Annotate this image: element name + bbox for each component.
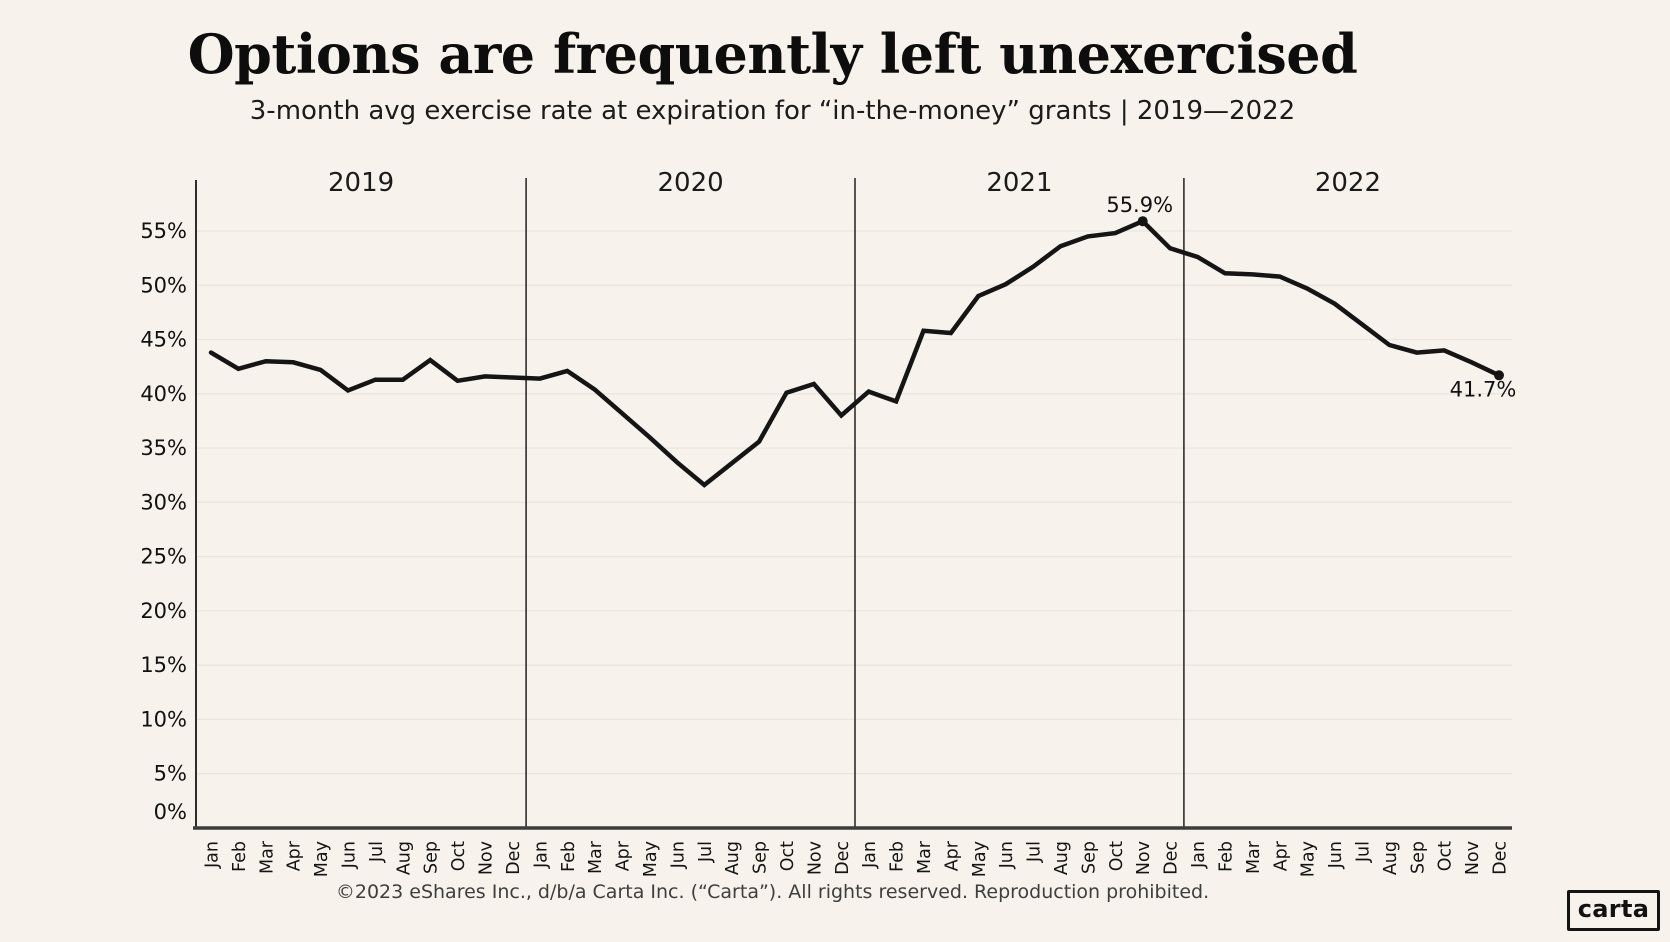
month-label: Dec — [504, 841, 524, 875]
chart-header: Options are frequently left unexercised … — [0, 0, 1545, 126]
month-label: Apr — [614, 840, 634, 871]
data-line — [208, 218, 1502, 488]
month-label: Jul — [367, 841, 387, 863]
chart-subtitle: 3-month avg exercise rate at expiration … — [249, 95, 1296, 126]
annotation-label: 41.7% — [1450, 377, 1517, 401]
month-label: May — [970, 841, 990, 877]
month-label: Jan — [531, 841, 551, 869]
month-label: Mar — [257, 840, 277, 874]
y-tick-label: 45% — [140, 328, 187, 352]
carta-logo-text: carta — [1577, 895, 1650, 923]
y-tick-label: 0% — [154, 800, 187, 824]
month-label: Nov — [805, 841, 825, 875]
month-label: May — [641, 841, 661, 877]
month-label: Oct — [1436, 841, 1456, 871]
month-label: Nov — [1463, 841, 1483, 875]
year-label: 2020 — [658, 168, 724, 198]
month-label: Sep — [1079, 841, 1099, 874]
y-tick-label: 10% — [140, 708, 187, 732]
month-label: May — [1299, 841, 1319, 877]
month-label: Jul — [1354, 841, 1374, 863]
month-label: Apr — [942, 840, 962, 871]
month-label: Jan — [203, 841, 223, 869]
y-tick-label: 35% — [140, 436, 187, 460]
carta-logo: carta — [1567, 890, 1660, 931]
y-tick-label: 5% — [154, 762, 187, 786]
month-label: Aug — [1381, 841, 1401, 875]
y-tick-label: 20% — [140, 599, 187, 623]
year-label: 2021 — [986, 168, 1052, 198]
month-label: Jan — [860, 841, 880, 869]
series-point-marker — [1494, 370, 1504, 381]
month-label: Nov — [1134, 841, 1154, 875]
month-label: Feb — [888, 841, 908, 872]
month-label: Jan — [1189, 841, 1209, 869]
copyright-text: ©2023 eShares Inc., d/b/a Carta Inc. (“C… — [335, 881, 1210, 903]
y-tick-label: 25% — [140, 545, 187, 569]
month-label: Aug — [1052, 841, 1072, 875]
y-tick-label: 55% — [140, 219, 187, 243]
month-label: Mar — [915, 840, 935, 874]
month-label: Aug — [723, 841, 743, 875]
month-label: Feb — [559, 841, 579, 872]
month-label: Jun — [340, 841, 360, 869]
month-label: Feb — [1217, 841, 1237, 872]
month-label: Oct — [449, 841, 469, 871]
month-label: Sep — [422, 841, 442, 874]
month-label: Dec — [1491, 841, 1511, 875]
month-label: Mar — [586, 840, 606, 874]
month-label: Apr — [285, 840, 305, 871]
year-label: 2022 — [1315, 168, 1381, 198]
month-label: Dec — [1162, 841, 1182, 875]
chart-title: Options are frequently left unexercised — [187, 22, 1358, 86]
year-label: 2019 — [328, 168, 394, 198]
month-label: Jul — [1025, 841, 1045, 863]
month-label: Jun — [997, 841, 1017, 869]
month-label: Dec — [833, 841, 853, 875]
month-label: Sep — [751, 841, 771, 874]
month-label: Jun — [1326, 841, 1346, 869]
month-label: Jul — [696, 841, 716, 863]
month-label: Feb — [230, 841, 250, 872]
month-label: Mar — [1244, 840, 1264, 874]
y-tick-label: 15% — [140, 653, 187, 677]
annotation-label: 55.9% — [1106, 193, 1173, 217]
y-tick-label: 50% — [140, 273, 187, 297]
series-point-marker — [1137, 216, 1148, 227]
month-label: May — [312, 841, 332, 877]
y-tick-label: 40% — [140, 382, 187, 406]
month-label: Apr — [1271, 840, 1291, 871]
month-label: Oct — [1107, 841, 1127, 871]
month-label: Sep — [1408, 841, 1428, 874]
month-label: Nov — [477, 841, 497, 875]
month-label: Jun — [668, 841, 688, 869]
month-label: Oct — [778, 841, 798, 871]
month-label: Aug — [394, 841, 414, 875]
y-tick-label: 30% — [140, 490, 187, 514]
